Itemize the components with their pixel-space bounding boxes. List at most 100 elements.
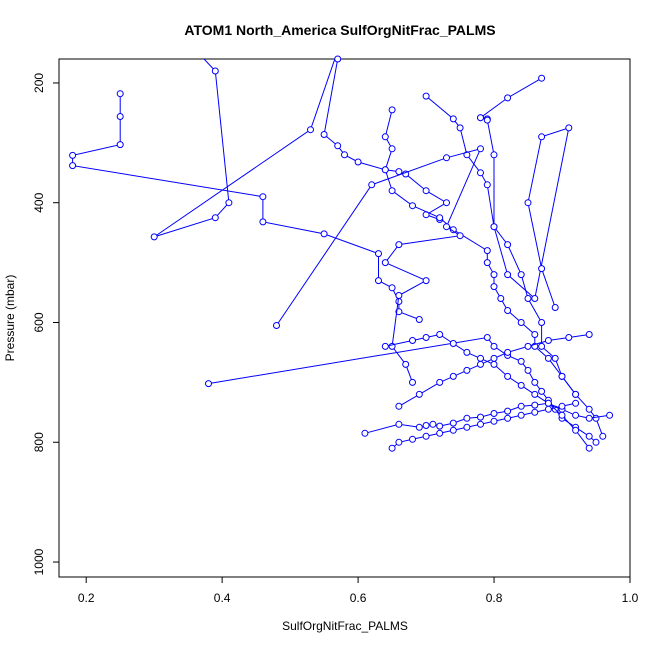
data-point [483,259,491,267]
data-point [449,340,457,347]
data-point [395,298,403,305]
data-point [436,214,444,222]
data-point [150,233,158,241]
series-10 [381,331,593,452]
x-tick-label: 0.6 [350,591,367,605]
data-point [531,378,539,386]
data-point [565,124,573,132]
data-point [517,357,525,365]
data-point [517,319,525,326]
data-point [422,277,430,285]
data-point [490,271,498,279]
data-point [375,277,382,285]
data-point [585,331,593,338]
data-point [259,193,267,201]
data-point [415,390,423,398]
data-point [572,411,580,419]
data-point [524,295,532,302]
data-point [368,181,376,189]
series-12 [388,399,580,452]
y-tick-label: 1000 [32,548,46,575]
data-point [341,151,348,159]
data-point [517,381,525,389]
data-point [354,158,362,166]
data-point [395,420,403,428]
data-point [449,115,457,123]
data-point [551,354,559,362]
data-point [558,402,566,410]
data-point [409,435,416,443]
data-point [524,366,532,374]
data-point [415,423,423,431]
data-point [483,247,491,255]
data-point [436,429,444,437]
data-point [483,334,491,341]
data-point [538,387,546,395]
data-point [504,348,512,356]
data-point [116,141,124,149]
data-point [490,342,498,350]
data-point [225,199,233,207]
data-point [381,166,389,174]
data-point [538,342,546,350]
x-tick-label: 0.2 [78,591,95,605]
series-11 [395,331,593,410]
x-tick-label: 0.4 [214,591,231,605]
data-point [395,241,403,249]
x-axis: 0.2 0.4 0.6 0.8 1.0 [78,577,639,605]
data-point [504,372,512,380]
data-point [422,422,430,429]
y-axis: 200 400 600 800 1000 [32,73,59,575]
data-point [69,151,77,159]
data-point [504,271,512,279]
data-point [436,378,444,386]
data-point [388,145,396,153]
data-point [456,232,464,240]
data-point [415,316,423,323]
data-point [211,67,219,75]
data-point [524,199,532,207]
data-point [273,322,280,329]
data-point [395,292,403,299]
data-point [531,295,539,302]
data-point [517,402,525,410]
y-tick-label: 400 [32,192,46,212]
data-point [585,432,593,440]
series-5 [422,92,607,440]
data-point [463,423,471,431]
data-point [504,414,512,422]
data-point [504,407,512,415]
data-point [538,133,546,141]
data-point [463,348,471,356]
data-point [456,124,464,132]
data-point [538,265,546,273]
data-point [538,74,546,82]
data-point [490,410,498,417]
data-point [538,319,546,326]
data-point [531,401,539,409]
data-point [477,354,484,362]
data-point [477,420,484,428]
data-point [477,169,484,177]
data-point [361,429,369,437]
data-point [320,131,328,138]
data-point [544,337,552,344]
data-point [449,372,457,380]
data-point [517,411,525,419]
data-point [422,334,430,341]
plot-area [69,55,614,452]
data-point [477,114,484,122]
data-point [463,366,471,374]
series-2 [69,90,423,323]
data-point [409,202,416,210]
data-point [388,106,396,114]
series-1 [150,59,336,241]
data-point [388,187,396,195]
data-point [463,414,471,422]
data-point [409,337,416,344]
data-point [490,151,498,159]
series-line [153,59,336,238]
data-point [205,380,212,388]
data-point [116,113,124,120]
data-point [490,223,498,231]
